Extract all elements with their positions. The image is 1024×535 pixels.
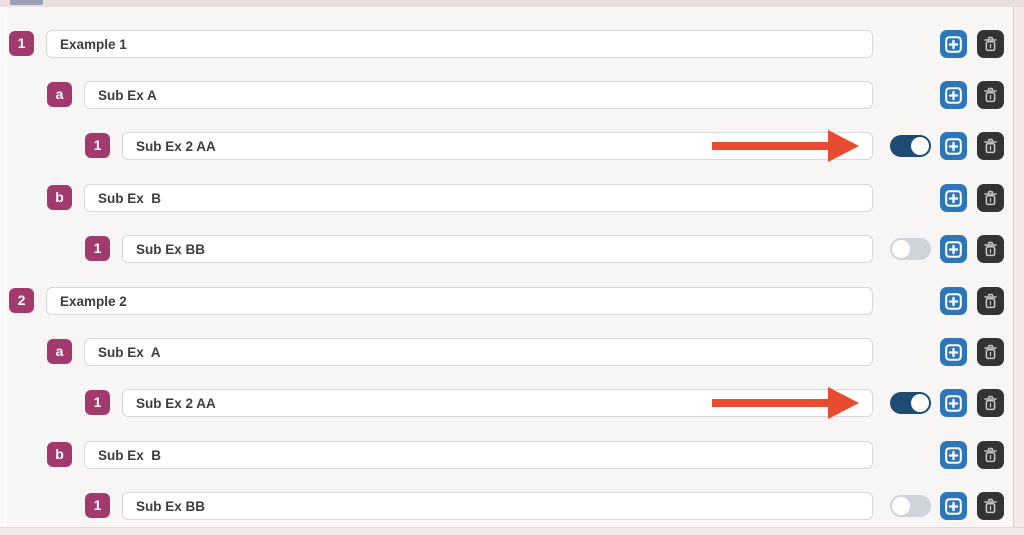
scrollbar-fragment	[10, 0, 43, 5]
plus-square-icon	[945, 240, 962, 258]
row-index-badge: 1	[9, 31, 34, 56]
plus-square-icon	[945, 394, 962, 412]
row-text-input[interactable]	[84, 81, 873, 109]
bottom-edge-band	[0, 527, 1024, 535]
add-button[interactable]	[940, 81, 967, 109]
row-text-input[interactable]	[46, 30, 873, 58]
form-row: a	[0, 80, 1024, 110]
plus-square-icon	[945, 137, 962, 155]
row-text-input[interactable]	[122, 492, 873, 520]
row-index-badge: 1	[85, 493, 110, 518]
trash-icon	[983, 138, 998, 154]
delete-button[interactable]	[977, 492, 1004, 520]
row-index-badge: 1	[85, 133, 110, 158]
delete-button[interactable]	[977, 235, 1004, 263]
form-row: 1	[0, 29, 1024, 59]
toggle-switch[interactable]	[890, 392, 931, 414]
delete-button[interactable]	[977, 132, 1004, 160]
plus-square-icon	[945, 35, 962, 53]
trash-icon	[983, 395, 998, 411]
left-edge-band	[0, 7, 7, 527]
toggle-switch[interactable]	[890, 135, 931, 157]
delete-button[interactable]	[977, 287, 1004, 315]
toggle-knob	[911, 394, 929, 412]
trash-icon	[983, 344, 998, 360]
top-edge-band	[0, 0, 1024, 7]
add-button[interactable]	[940, 441, 967, 469]
row-index-badge: 2	[9, 288, 34, 313]
trash-icon	[983, 498, 998, 514]
form-row: b	[0, 183, 1024, 213]
form-row: a	[0, 337, 1024, 367]
delete-button[interactable]	[977, 81, 1004, 109]
plus-square-icon	[945, 446, 962, 464]
toggle-knob	[892, 240, 910, 258]
row-index-badge: b	[47, 442, 72, 467]
row-index-badge: 1	[85, 236, 110, 261]
add-button[interactable]	[940, 338, 967, 366]
form-row: 1	[0, 387, 1024, 419]
plus-square-icon	[945, 343, 962, 361]
add-button[interactable]	[940, 492, 967, 520]
delete-button[interactable]	[977, 30, 1004, 58]
trash-icon	[983, 447, 998, 463]
toggle-knob	[911, 137, 929, 155]
form-row: 2	[0, 286, 1024, 316]
add-button[interactable]	[940, 184, 967, 212]
trash-icon	[983, 293, 998, 309]
row-index-badge: a	[47, 339, 72, 364]
form-row: 1	[0, 234, 1024, 264]
right-edge-band	[1013, 0, 1024, 535]
trash-icon	[983, 87, 998, 103]
delete-button[interactable]	[977, 184, 1004, 212]
row-index-badge: a	[47, 82, 72, 107]
add-button[interactable]	[940, 235, 967, 263]
trash-icon	[983, 241, 998, 257]
delete-button[interactable]	[977, 441, 1004, 469]
plus-square-icon	[945, 292, 962, 310]
trash-icon	[983, 36, 998, 52]
toggle-switch[interactable]	[890, 495, 931, 517]
add-button[interactable]	[940, 287, 967, 315]
toggle-knob	[892, 497, 910, 515]
row-text-input[interactable]	[84, 441, 873, 469]
row-index-badge: 1	[85, 390, 110, 415]
plus-square-icon	[945, 189, 962, 207]
plus-square-icon	[945, 86, 962, 104]
row-text-input[interactable]	[122, 132, 873, 160]
trash-icon	[983, 190, 998, 206]
form-row: b	[0, 440, 1024, 470]
plus-square-icon	[945, 497, 962, 515]
row-text-input[interactable]	[84, 338, 873, 366]
delete-button[interactable]	[977, 389, 1004, 417]
row-text-input[interactable]	[84, 184, 873, 212]
row-text-input[interactable]	[122, 389, 873, 417]
add-button[interactable]	[940, 389, 967, 417]
add-button[interactable]	[940, 30, 967, 58]
add-button[interactable]	[940, 132, 967, 160]
row-index-badge: b	[47, 185, 72, 210]
toggle-switch[interactable]	[890, 238, 931, 260]
form-row: 1	[0, 491, 1024, 521]
delete-button[interactable]	[977, 338, 1004, 366]
row-text-input[interactable]	[46, 287, 873, 315]
form-row: 1	[0, 130, 1024, 162]
row-text-input[interactable]	[122, 235, 873, 263]
